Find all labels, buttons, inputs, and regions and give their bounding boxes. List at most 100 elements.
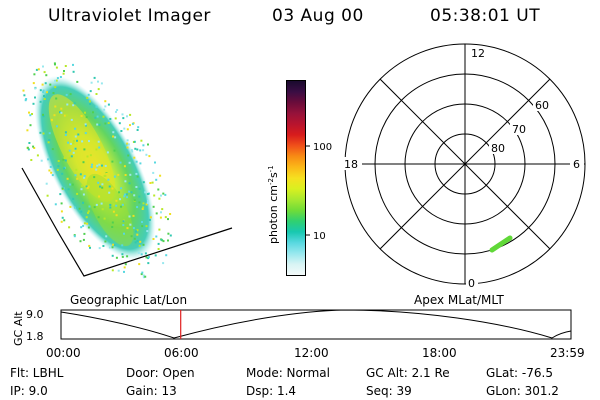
speckle-pixel bbox=[41, 83, 44, 86]
speckle-pixel bbox=[169, 234, 172, 237]
speckle-pixel bbox=[86, 96, 89, 99]
speckle-pixel bbox=[51, 174, 54, 177]
status-glon: GLon: 301.2 bbox=[486, 384, 559, 398]
speckle-pixel bbox=[126, 227, 129, 230]
speckle-pixel bbox=[42, 132, 45, 135]
speckle-pixel bbox=[72, 63, 74, 66]
speckle-pixel bbox=[121, 244, 124, 247]
status-door: Door: Open bbox=[126, 366, 195, 380]
speckle-pixel bbox=[62, 187, 65, 190]
speckle-pixel bbox=[75, 168, 78, 171]
speckle-pixel bbox=[105, 172, 108, 175]
speckle-pixel bbox=[147, 199, 150, 202]
speckle-pixel bbox=[82, 201, 84, 204]
speckle-pixel bbox=[89, 154, 92, 157]
speckle-pixel bbox=[88, 100, 91, 103]
speckle-pixel bbox=[55, 79, 58, 82]
speckle-pixel bbox=[51, 148, 54, 151]
speckle-pixel bbox=[53, 114, 56, 117]
speckle-pixel bbox=[116, 109, 119, 111]
colorbar-ticks: 100 10 bbox=[306, 142, 332, 242]
speckle-pixel bbox=[136, 148, 139, 151]
speckle-pixel bbox=[124, 180, 127, 183]
speckle-pixel bbox=[146, 193, 149, 195]
speckle-pixel bbox=[74, 174, 77, 177]
speckle-pixel bbox=[100, 82, 103, 85]
polar-aurora-patch bbox=[489, 235, 513, 253]
speckle-pixel bbox=[64, 159, 67, 162]
speckle-pixel bbox=[74, 127, 77, 130]
speckle-pixel bbox=[111, 226, 114, 228]
speckle-pixel bbox=[67, 141, 70, 144]
speckle-pixel bbox=[126, 196, 128, 199]
colorbar-tick-100: 100 bbox=[313, 142, 332, 153]
speckle-pixel bbox=[61, 172, 64, 175]
speckle-pixel bbox=[97, 216, 100, 219]
speckle-pixel bbox=[88, 140, 90, 143]
speckle-pixel bbox=[136, 206, 139, 209]
speckle-pixel bbox=[145, 225, 148, 228]
speckle-pixel bbox=[63, 114, 66, 117]
speckle-pixel bbox=[114, 117, 117, 120]
speckle-pixel bbox=[90, 81, 93, 84]
speckle-pixel bbox=[66, 177, 69, 180]
speckle-pixel bbox=[121, 255, 124, 258]
speckle-pixel bbox=[129, 173, 132, 176]
speckle-pixel bbox=[93, 176, 96, 179]
speckle-pixel bbox=[133, 156, 136, 159]
speckle-pixel bbox=[59, 76, 62, 78]
speckle-pixel bbox=[34, 96, 36, 99]
speckle-pixel bbox=[169, 213, 172, 215]
speckle-pixel bbox=[125, 193, 128, 196]
speckle-pixel bbox=[39, 131, 42, 134]
speckle-pixel bbox=[80, 210, 83, 213]
speckle-pixel bbox=[121, 203, 124, 206]
speckle-pixel bbox=[118, 122, 121, 125]
speckle-pixel bbox=[45, 74, 48, 77]
speckle-pixel bbox=[123, 232, 125, 235]
observation-date: 03 Aug 00 bbox=[272, 6, 364, 26]
speckle-pixel bbox=[79, 173, 82, 176]
speckle-pixel bbox=[113, 244, 116, 246]
speckle-pixel bbox=[76, 192, 79, 195]
speckle-pixel bbox=[127, 154, 130, 157]
speckle-pixel bbox=[111, 160, 114, 163]
speckle-pixel bbox=[48, 169, 51, 172]
speckle-pixel bbox=[111, 221, 114, 224]
speckle-pixel bbox=[86, 222, 89, 225]
speckle-pixel bbox=[42, 89, 45, 92]
speckle-pixel bbox=[35, 68, 38, 71]
speckle-pixel bbox=[54, 63, 56, 66]
speckle-pixel bbox=[129, 113, 132, 116]
geographic-image bbox=[21, 62, 233, 279]
mlt-label-0: 0 bbox=[468, 277, 475, 290]
speckle-pixel bbox=[142, 144, 145, 147]
speckle-pixel bbox=[43, 71, 46, 74]
speckle-pixel bbox=[113, 175, 116, 178]
speckle-pixel bbox=[103, 217, 106, 220]
speckle-pixel bbox=[157, 188, 160, 191]
speckle-pixel bbox=[63, 157, 66, 159]
speckle-pixel bbox=[134, 241, 137, 244]
speckle-pixel bbox=[68, 156, 71, 159]
speckle-pixel bbox=[112, 210, 115, 213]
speckle-pixel bbox=[72, 140, 75, 142]
speckle-pixel bbox=[148, 192, 150, 195]
mlt-label-18: 18 bbox=[344, 158, 358, 171]
speckle-pixel bbox=[160, 194, 162, 197]
speckle-pixel bbox=[95, 148, 98, 151]
speckle-pixel bbox=[149, 216, 152, 219]
speckle-pixel bbox=[135, 160, 138, 163]
speckle-pixel bbox=[111, 187, 114, 190]
speckle-pixel bbox=[157, 248, 160, 250]
speckle-pixel bbox=[87, 210, 90, 213]
speckle-pixel bbox=[77, 133, 80, 136]
speckle-pixel bbox=[98, 163, 101, 166]
speckle-pixel bbox=[87, 93, 90, 96]
speckle-pixel bbox=[136, 129, 139, 131]
speckle-pixel bbox=[119, 198, 122, 201]
speckle-pixel bbox=[145, 256, 148, 259]
speckle-pixel bbox=[68, 226, 71, 229]
speckle-pixel bbox=[96, 164, 99, 167]
speckle-pixel bbox=[126, 146, 129, 149]
